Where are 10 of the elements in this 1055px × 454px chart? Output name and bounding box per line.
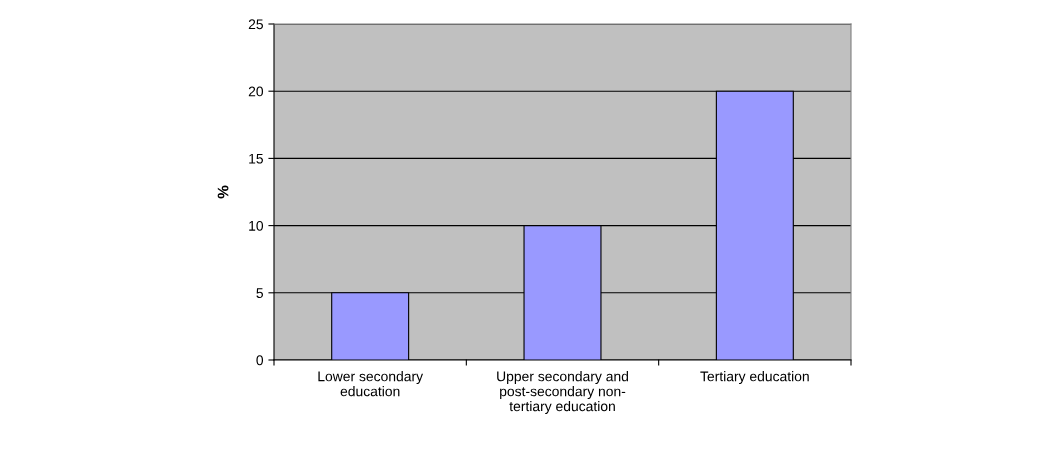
x-tick-label: Lower secondary education [318,371,424,397]
y-tick-label: 20 [248,86,264,97]
y-tick-label: 10 [249,220,264,231]
x-tick-label: Upper secondary and post-secondary non- tertiary education [497,371,629,414]
y-tick-label: 5 [256,288,263,298]
y-tick-label: 0 [256,355,264,366]
y-tick-label: 25 [248,19,263,30]
y-axis-title: % [217,185,229,199]
y-tick-label: 15 [249,153,263,164]
x-tick-label: Tertiary education [700,371,809,385]
